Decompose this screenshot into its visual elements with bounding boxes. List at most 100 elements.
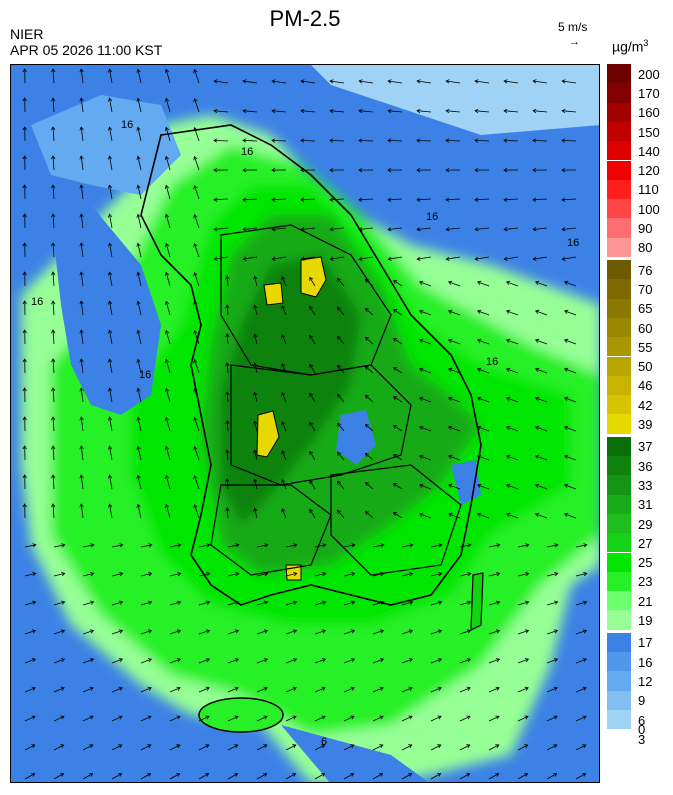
wind-vectors <box>22 68 588 780</box>
wind-arrow-head <box>242 256 247 261</box>
wind-arrow <box>281 305 287 316</box>
wind-arrow-head <box>416 138 421 143</box>
wind-arrow-head <box>392 483 398 487</box>
wind-arrow <box>137 446 142 461</box>
wind-arrow <box>213 140 229 142</box>
wind-arrow <box>226 304 229 316</box>
legend-swatch <box>607 533 631 553</box>
wind-scale-label: 5 m/s <box>558 20 588 34</box>
wind-arrow <box>535 484 548 490</box>
wind-arrow <box>281 479 287 490</box>
wind-arrow <box>309 364 316 374</box>
wind-arrow-head <box>532 256 537 261</box>
wind-arrow <box>24 573 36 577</box>
wind-arrow-head <box>337 422 342 427</box>
wind-arrow-head <box>136 97 141 102</box>
wind-arrow-head <box>193 213 198 219</box>
wind-arrow <box>575 715 587 722</box>
wind-arrow <box>281 421 287 432</box>
wind-arrow-head <box>271 197 276 202</box>
wind-arrow <box>358 140 374 142</box>
wind-arrow <box>504 80 519 84</box>
wind-arrow <box>194 156 200 171</box>
wind-arrow <box>137 417 142 432</box>
legend-swatch <box>607 671 631 691</box>
wind-arrow-head <box>321 773 326 777</box>
wind-arrow-head <box>225 362 230 367</box>
wind-arrow-head <box>263 744 268 749</box>
wind-arrow-head <box>300 138 305 143</box>
wind-arrow <box>254 363 258 374</box>
wind-arrow <box>419 397 432 403</box>
wind-arrow-head <box>107 213 113 218</box>
wind-arrow <box>52 68 55 84</box>
legend-label: 33 <box>638 477 653 493</box>
wind-arrow <box>309 451 316 461</box>
wind-arrow-head <box>79 416 84 421</box>
wind-arrow <box>517 573 529 577</box>
wind-arrow <box>535 281 548 287</box>
wind-arrow-head <box>418 338 424 343</box>
wind-arrow-head <box>136 184 141 189</box>
wind-arrow <box>365 453 374 461</box>
wind-arrow-head <box>387 138 392 143</box>
se-sea-region <box>484 706 599 782</box>
wind-arrow <box>281 392 287 403</box>
wind-arrow-head <box>193 242 198 248</box>
wind-arrow-head <box>213 227 218 232</box>
wind-arrow-head <box>358 167 363 173</box>
wind-arrow-head <box>321 744 326 749</box>
wind-arrow-head <box>225 275 230 280</box>
wind-arrow-head <box>474 138 479 143</box>
wind-arrow-head <box>437 686 442 691</box>
wind-arrow-head <box>447 280 453 285</box>
legend-label: 12 <box>638 673 653 689</box>
wind-arrow <box>393 396 403 403</box>
wind-arrow <box>198 544 210 548</box>
wind-arrow <box>488 630 500 635</box>
wind-arrow <box>198 601 210 606</box>
wind-arrow-head <box>292 744 297 749</box>
wind-arrow-head <box>60 715 65 720</box>
wind-arrow-head <box>447 512 453 517</box>
wind-arrow-head <box>164 271 169 277</box>
wind-arrow <box>359 227 374 230</box>
wind-arrow <box>448 484 461 490</box>
wind-arrow <box>227 573 239 577</box>
contour-label: 16 <box>139 369 151 381</box>
wind-arrow-head <box>467 543 472 548</box>
wind-arrow-head <box>89 686 94 691</box>
hotspot-central <box>256 410 280 458</box>
wind-arrow <box>372 658 384 664</box>
wind-arrow-head <box>364 452 369 457</box>
wind-arrow-head <box>350 715 355 720</box>
wind-arrow <box>111 744 122 751</box>
wind-arrow-head <box>582 773 587 777</box>
wind-arrow-head <box>176 658 182 663</box>
wind-arrow-head <box>524 686 529 691</box>
wind-arrow <box>503 140 519 142</box>
wind-arrow <box>109 301 113 316</box>
wind-arrow-head <box>118 629 124 634</box>
wind-arrow <box>517 773 528 780</box>
wind-arrow <box>314 744 325 751</box>
wind-arrow <box>430 573 442 577</box>
wind-arrow-head <box>242 108 247 114</box>
wind-arrow-head <box>525 571 530 577</box>
wind-arrow-head <box>205 686 210 691</box>
wind-arrow-head <box>380 600 385 605</box>
wind-arrow <box>82 630 94 635</box>
wind-arrow <box>285 687 297 693</box>
wind-arrow <box>109 504 113 519</box>
wind-arrow-head <box>234 773 239 777</box>
wind-arrow <box>285 544 297 548</box>
wind-arrow <box>80 127 84 142</box>
wind-arrow <box>365 395 374 403</box>
wind-arrow-head <box>309 508 314 513</box>
wind-arrow <box>337 481 345 490</box>
wind-arrow <box>52 358 55 374</box>
wind-arrow <box>165 417 171 432</box>
wind-arrow-head <box>350 658 356 663</box>
wind-arrow-head <box>505 280 511 285</box>
wind-arrow-head <box>503 138 508 143</box>
